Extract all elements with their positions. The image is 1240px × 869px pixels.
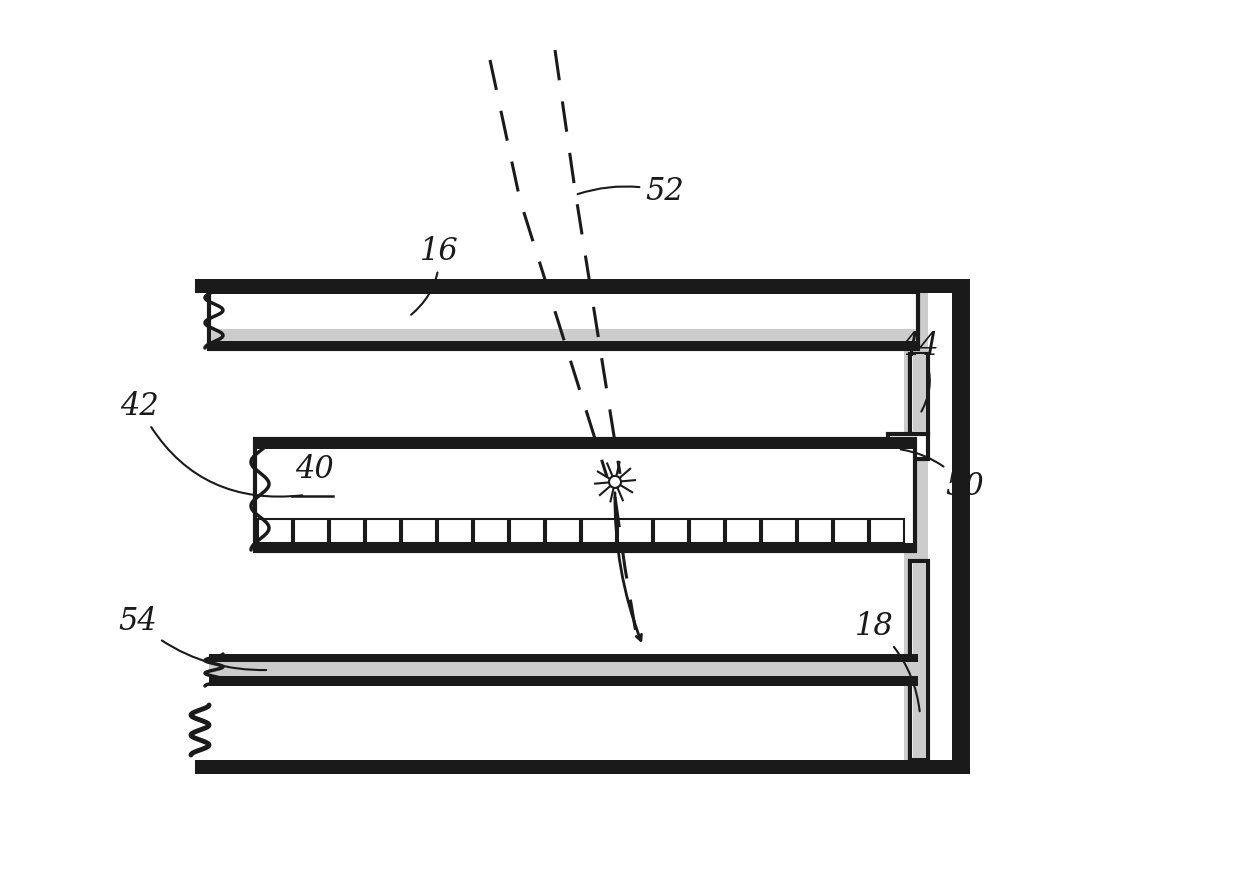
Bar bbox=[210, 284, 918, 294]
Bar bbox=[546, 519, 580, 543]
Bar bbox=[210, 284, 918, 349]
Bar bbox=[904, 279, 928, 760]
Bar bbox=[870, 519, 904, 543]
Bar bbox=[210, 654, 918, 676]
Bar bbox=[888, 434, 928, 459]
Text: 52: 52 bbox=[578, 176, 683, 207]
Bar bbox=[725, 519, 760, 543]
Text: 42: 42 bbox=[120, 391, 303, 496]
Bar bbox=[258, 449, 911, 517]
Text: 44: 44 bbox=[900, 331, 939, 412]
Bar bbox=[366, 519, 401, 543]
Bar bbox=[210, 339, 918, 349]
Bar bbox=[210, 676, 918, 686]
Bar bbox=[799, 519, 832, 543]
Circle shape bbox=[609, 476, 621, 488]
Text: 40: 40 bbox=[295, 454, 334, 485]
Bar bbox=[910, 561, 928, 760]
Bar bbox=[913, 563, 926, 758]
Bar bbox=[255, 439, 915, 449]
Bar bbox=[582, 519, 616, 543]
Bar bbox=[510, 519, 544, 543]
Bar bbox=[618, 519, 652, 543]
Bar bbox=[952, 279, 970, 774]
Bar bbox=[402, 519, 436, 543]
Bar bbox=[653, 519, 688, 543]
Bar bbox=[294, 519, 329, 543]
Bar bbox=[689, 519, 724, 543]
Bar bbox=[913, 354, 926, 432]
Bar bbox=[330, 519, 365, 543]
Bar bbox=[255, 439, 915, 551]
Bar bbox=[438, 519, 472, 543]
Bar bbox=[195, 760, 970, 774]
Bar bbox=[910, 354, 928, 434]
Text: 54: 54 bbox=[118, 606, 267, 670]
Bar bbox=[211, 329, 916, 341]
Bar bbox=[474, 519, 508, 543]
Bar bbox=[763, 519, 796, 543]
Bar bbox=[210, 654, 918, 662]
Bar bbox=[258, 519, 291, 543]
Bar bbox=[255, 543, 915, 551]
Text: 16: 16 bbox=[412, 236, 459, 315]
Text: 50: 50 bbox=[900, 449, 983, 502]
Bar bbox=[835, 519, 868, 543]
Text: 18: 18 bbox=[856, 611, 920, 711]
Bar bbox=[195, 279, 970, 293]
